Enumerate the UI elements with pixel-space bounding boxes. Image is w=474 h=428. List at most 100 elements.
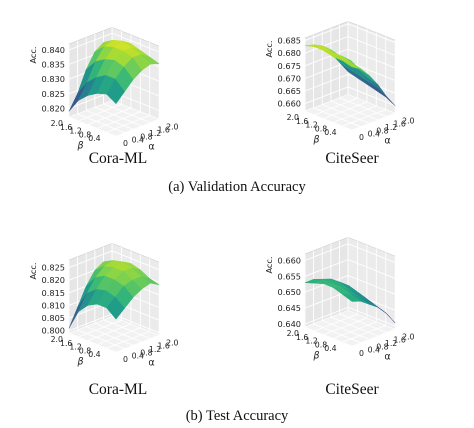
alpha-tick-label: 0.8 [140,348,152,357]
beta-tick-label: 1.6 [60,123,72,132]
beta-axis-label: β [76,141,83,152]
alpha-tick-label: 1.2 [385,339,397,348]
alpha-tick-label: 1.2 [149,345,161,354]
chart-panel-3: 0.8000.8050.8100.8150.8200.825Acc.0.40.8… [28,242,179,398]
z-tick-label: 0.675 [278,61,301,71]
z-tick-label: 0.660 [278,99,301,109]
surface-cell [106,296,125,320]
surface-cell [106,78,125,105]
beta-axis-label: β [312,351,319,362]
z-tick-label: 0.655 [278,271,301,281]
beta-axis-label: β [76,357,83,368]
grid-line-alpha [330,244,379,337]
beta-tick-label: 2.0 [287,329,299,338]
alpha-tick-label: 0.8 [376,126,388,135]
chart-panel-1: 0.8200.8250.8300.8350.840Acc.0.40.81.21.… [28,26,179,167]
alpha-tick-label: 0.4 [368,346,380,355]
beta-tick-label: 0.8 [79,130,91,139]
alpha-tick-label: 2.0 [402,332,414,341]
panel-title: Cora-ML [89,150,148,167]
z-tick-label: 0.820 [42,103,65,113]
z-tick-label: 0.685 [278,36,301,46]
alpha-axis-label: α [148,142,154,153]
grid-line-alpha [77,256,125,350]
alpha-tick-label: 0.8 [140,132,152,141]
alpha-tick-label: 1.6 [393,120,405,129]
z-tick-label: 0.840 [42,45,65,55]
alpha-tick-label: 0.4 [132,136,144,145]
grid-line-alpha [68,260,117,353]
panel-title: CiteSeer [325,150,379,167]
beta-tick-label: 0.4 [88,134,100,143]
beta-tick-label: 0.8 [315,340,327,349]
alpha-tick-label: 2.0 [166,122,178,131]
beta-tick-label: 0.4 [324,344,336,353]
beta-tick-label: 0.4 [324,128,336,137]
z-axis-label: Acc. [264,40,274,57]
beta-tick-label: 0.4 [88,350,100,359]
surface-cell [342,60,361,69]
panel-title: Cora-ML [89,381,148,398]
alpha-tick-label: 1.6 [157,126,169,135]
z-tick-label: 0.670 [278,73,301,83]
beta-tick-label: 0.8 [79,346,91,355]
beta-tick-label: 1.2 [69,343,81,352]
grid-line-alpha [313,34,361,128]
grid-line-alpha [304,254,353,347]
alpha-tick-label: 0.4 [368,130,380,139]
z-tick-label: 0.805 [42,313,65,323]
z-axis-label: Acc. [264,256,274,273]
grid-line-alpha [77,40,125,134]
z-axis-label: Acc. [28,46,38,63]
z-tick-label: 0.665 [278,86,301,96]
beta-tick-label: 2.0 [51,119,63,128]
alpha-tick-label: 2.0 [402,116,414,125]
z-tick-label: 0.660 [278,255,301,265]
z-tick-label: 0.815 [42,288,65,298]
beta-tick-label: 1.6 [60,339,72,348]
grid-line-alpha [85,37,134,130]
z-tick-label: 0.680 [278,48,301,58]
z-tick-label: 0.645 [278,303,301,313]
beta-tick-label: 1.2 [305,121,317,130]
beta-tick-label: 1.2 [69,127,81,136]
beta-tick-label: 1.2 [305,337,317,346]
alpha-axis-label: α [148,358,154,369]
alpha-tick-label: 1.2 [385,123,397,132]
alpha-axis-label: α [384,136,390,147]
chart-panel-2: 0.6600.6650.6700.6750.6800.685Acc.0.40.8… [264,20,415,167]
alpha-tick-label: 1.2 [149,129,161,138]
z-axis-label: Acc. [28,262,38,279]
grid-line-alpha [85,253,134,346]
panel-title: CiteSeer [325,381,379,398]
alpha-tick-label: 0 [359,133,364,142]
z-tick-label: 0.640 [278,319,301,329]
z-tick-label: 0.825 [42,263,65,273]
grid-line-alpha [321,31,370,124]
alpha-tick-label: 0 [359,349,364,358]
grid-line-alpha [347,237,396,330]
z-tick-label: 0.650 [278,287,301,297]
grid-line-alpha [68,44,117,137]
alpha-tick-label: 0.4 [132,352,144,361]
grid-line-alpha [304,38,353,131]
alpha-tick-label: 1.6 [157,342,169,351]
alpha-tick-label: 1.6 [393,336,405,345]
grid-line-alpha [313,250,361,344]
alpha-tick-label: 2.0 [166,338,178,347]
grid-line-alpha [339,24,387,118]
z-tick-label: 0.825 [42,89,65,99]
grid-line-alpha [347,21,396,114]
alpha-tick-label: 0 [123,139,128,148]
beta-axis-label: β [312,135,319,146]
grid-line-alpha [321,247,370,340]
z-tick-label: 0.835 [42,60,65,70]
z-tick-label: 0.820 [42,275,65,285]
alpha-tick-label: 0.8 [376,342,388,351]
alpha-axis-label: α [384,352,390,363]
row-caption: (b) Test Accuracy [186,408,289,424]
alpha-tick-label: 0 [123,355,128,364]
beta-tick-label: 1.6 [296,117,308,126]
row-caption: (a) Validation Accuracy [168,179,306,195]
